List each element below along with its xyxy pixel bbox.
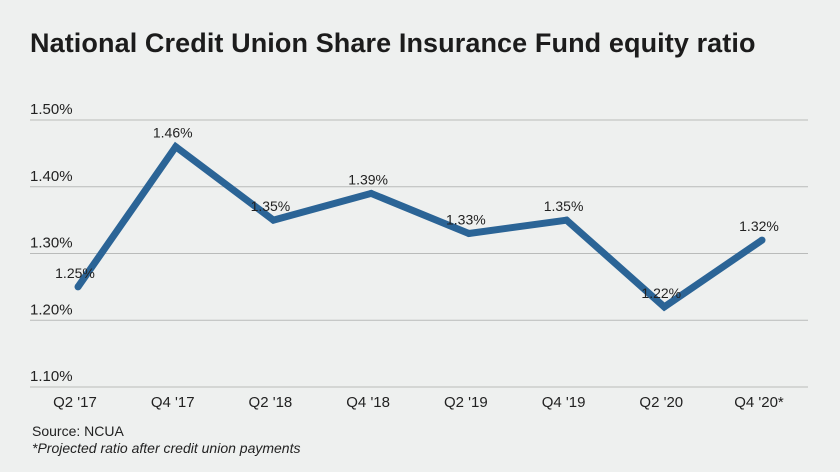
chart-footer: Source: NCUA *Projected ratio after cred…	[32, 423, 300, 457]
source-note: Source: NCUA	[32, 423, 124, 439]
y-tick-label: 1.30%	[30, 235, 73, 252]
data-label: 1.25%	[55, 265, 95, 281]
data-label: 1.35%	[544, 198, 584, 214]
x-tick-label: Q2 '17	[53, 394, 97, 411]
x-tick-label: Q2 '20	[639, 394, 683, 411]
data-point	[74, 283, 82, 291]
data-label: 1.46%	[153, 125, 193, 141]
data-point	[269, 216, 277, 224]
data-point	[660, 303, 668, 311]
series-line	[75, 141, 764, 312]
data-point	[367, 189, 375, 197]
x-tick-label: Q4 '17	[151, 394, 195, 411]
data-label: 1.39%	[348, 171, 388, 187]
y-tick-label: 1.40%	[30, 168, 73, 185]
data-label: 1.32%	[739, 218, 779, 234]
y-tick-label: 1.50%	[30, 101, 73, 118]
data-point	[172, 143, 180, 151]
projection-footnote: *Projected ratio after credit union paym…	[32, 440, 301, 456]
y-tick-label: 1.10%	[30, 368, 73, 385]
data-point	[563, 216, 571, 224]
data-label: 1.35%	[251, 198, 291, 214]
chart-title: National Credit Union Share Insurance Fu…	[30, 28, 756, 58]
x-tick-label: Q2 '19	[444, 394, 488, 411]
data-point	[465, 229, 473, 237]
y-tick-label: 1.20%	[30, 301, 73, 318]
data-label: 1.22%	[641, 285, 681, 301]
x-tick-label: Q4 '20*	[734, 394, 784, 411]
x-tick-label: Q4 '18	[346, 394, 390, 411]
x-tick-label: Q4 '19	[542, 394, 586, 411]
x-tick-label: Q2 '18	[249, 394, 293, 411]
data-point	[758, 236, 766, 244]
data-label: 1.33%	[446, 211, 486, 227]
